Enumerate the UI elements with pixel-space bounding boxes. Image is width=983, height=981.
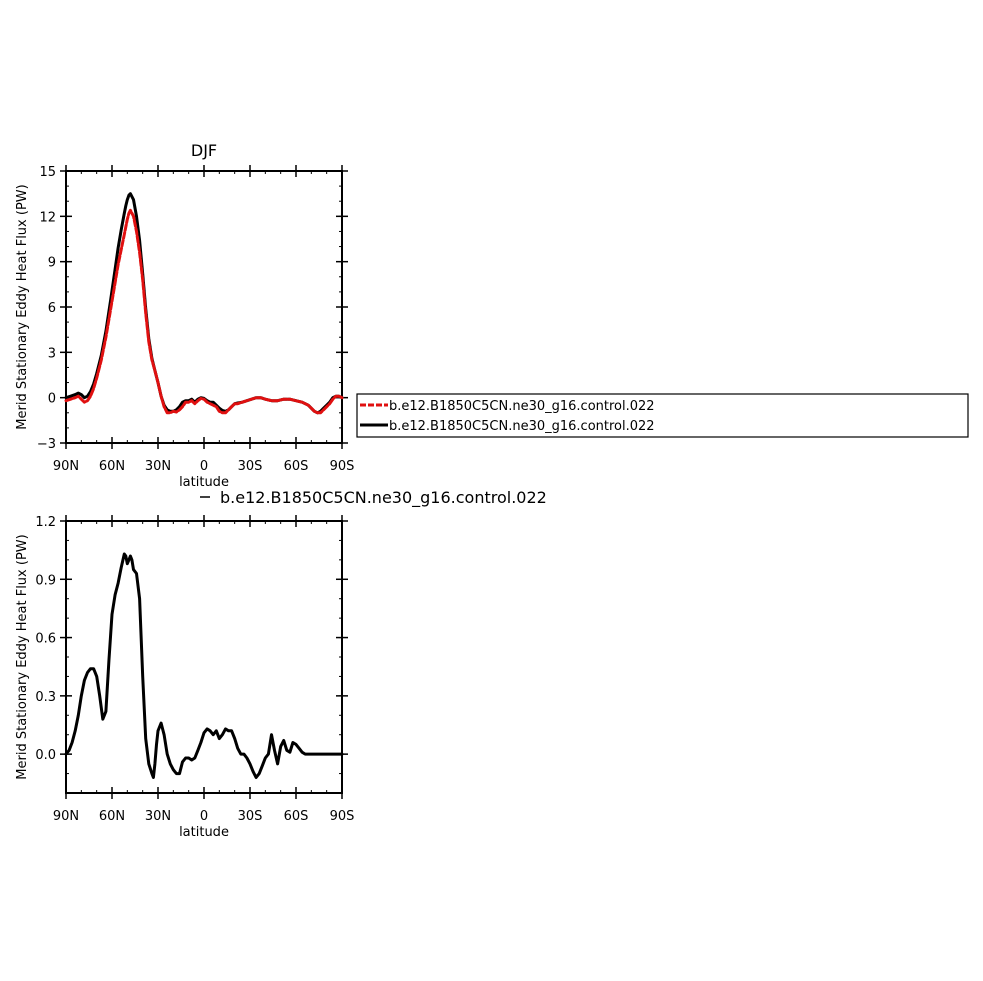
top-ytick-label: 15: [39, 165, 56, 180]
bottom-xtick-label: 90S: [330, 809, 355, 824]
bottom-xtick-label: 30S: [238, 809, 263, 824]
top-xtick-label: 0: [200, 459, 208, 474]
legend-box: [356, 393, 969, 438]
bottom-xtick-label: 0: [200, 809, 208, 824]
bottom-panel: 0.0 0.3 0.6 0.9 1.2 90N 60N 30N 0 30S 60S 90S lati…: [15, 515, 354, 840]
top-ytick-label: 0: [48, 392, 56, 407]
bottom-xtick-label: 60N: [99, 809, 125, 824]
bottom-ytick-label: 0.3: [35, 690, 56, 705]
top-chart-title: DJF: [191, 141, 217, 160]
bottom-ytick-label: 0.9: [35, 573, 56, 588]
top-panel: DJF −3 0 3 6 9 12 15 90N 60N 30N 0 30S 60S 90S latit…: [15, 141, 354, 490]
bottom-xtick-label: 90N: [53, 809, 79, 824]
bottom-series-line-0: [64, 552, 344, 779]
top-xtick-label: 30S: [238, 459, 263, 474]
legend-entry-red: b.e12.B1850C5CN.ne30_g16.control.022: [389, 399, 655, 414]
top-x-axis-label: latitude: [179, 475, 229, 490]
legend: b.e12.B1850C5CN.ne30_g16.control.022 b.e…: [356, 393, 969, 438]
top-ytick-label: −3: [37, 437, 56, 452]
legend-entry-black: b.e12.B1850C5CN.ne30_g16.control.022: [389, 419, 655, 434]
bottom-xtick-label: 60S: [284, 809, 309, 824]
bottom-x-axis-label: latitude: [179, 825, 229, 840]
top-series-line-0: [64, 208, 344, 415]
top-xtick-label: 30N: [145, 459, 171, 474]
top-ytick-label: 6: [48, 301, 56, 316]
top-xtick-label: 60N: [99, 459, 125, 474]
top-y-axis-label: Merid Stationary Eddy Heat Flux (PW): [15, 184, 30, 429]
top-xtick-label: 90N: [53, 459, 79, 474]
top-ytick-label: 3: [48, 346, 56, 361]
top-xtick-label: 90S: [330, 459, 355, 474]
bottom-ytick-label: 0.0: [35, 748, 56, 763]
bottom-xtick-label: 30N: [145, 809, 171, 824]
top-series-line-1: [64, 192, 344, 415]
bottom-y-axis-label: Merid Stationary Eddy Heat Flux (PW): [15, 534, 30, 779]
bottom-chart-subtitle: b.e12.B1850C5CN.ne30_g16.control.022: [220, 488, 547, 508]
bottom-ytick-label: 1.2: [35, 515, 56, 530]
bottom-ytick-label: 0.6: [35, 632, 56, 647]
top-ytick-label: 12: [39, 210, 56, 225]
top-ytick-label: 9: [48, 256, 56, 271]
top-xtick-label: 60S: [284, 459, 309, 474]
